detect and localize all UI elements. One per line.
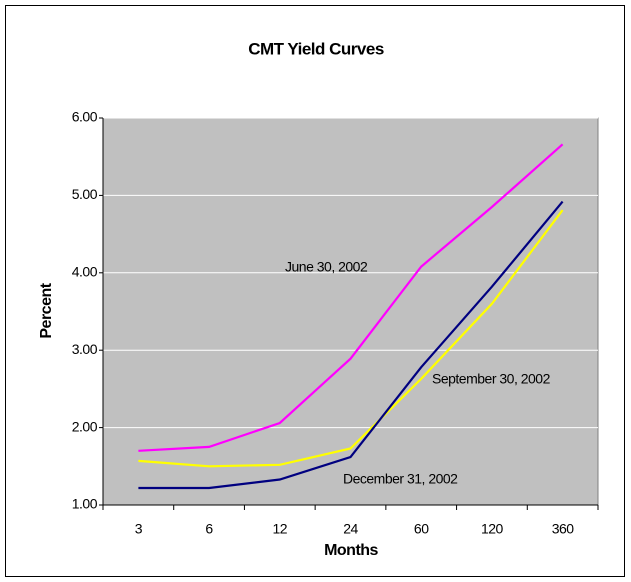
series-line: [138, 143, 564, 452]
y-tick-label: 2.00: [72, 418, 98, 434]
x-tick-label: 6: [205, 521, 213, 537]
x-tick-label: 24: [343, 521, 358, 537]
x-tick-label: 60: [414, 521, 429, 537]
x-tick-label: 120: [481, 521, 504, 537]
plot-area: [102, 117, 599, 506]
y-tick-label: 6.00: [72, 109, 98, 125]
y-tick-label: 4.00: [72, 264, 98, 280]
series-line: [138, 209, 564, 468]
y-tick-label: 3.00: [72, 341, 98, 357]
y-tick-label: 5.00: [72, 186, 98, 202]
y-axis-title: Percent: [38, 282, 55, 338]
y-tick-label: 1.00: [72, 496, 98, 512]
series-annotation: September 30, 2002: [432, 371, 551, 387]
series-annotation: June 30, 2002: [285, 259, 368, 275]
x-tick-label: 3: [135, 521, 143, 537]
series-annotation: December 31, 2002: [343, 471, 458, 487]
series-line: [138, 200, 564, 490]
x-tick-label: 360: [552, 521, 575, 537]
x-axis-title: Months: [324, 542, 378, 559]
x-tick-label: 12: [272, 521, 287, 537]
chart-title: CMT Yield Curves: [248, 39, 384, 58]
